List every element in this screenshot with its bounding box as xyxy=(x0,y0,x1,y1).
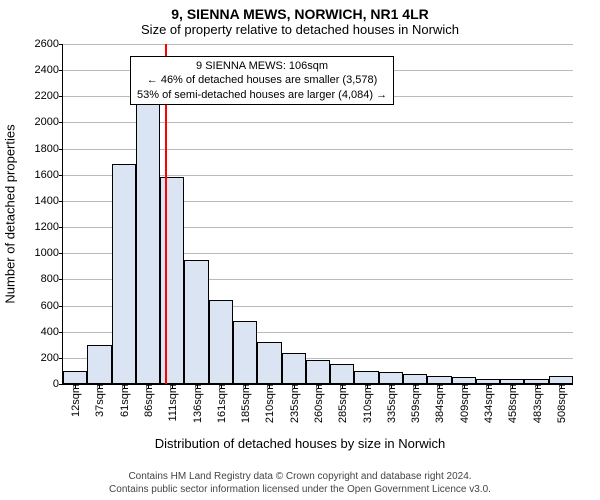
ytick-label: 1800 xyxy=(35,143,63,155)
xtick-label: 335sqm xyxy=(384,384,398,423)
histogram-bar xyxy=(136,96,160,384)
xtick-label: 458sqm xyxy=(505,384,519,423)
histogram-bar xyxy=(330,364,354,384)
ytick-label: 2000 xyxy=(35,116,63,128)
histogram-bar xyxy=(257,342,281,384)
histogram-bar xyxy=(63,371,87,384)
histogram-bar xyxy=(209,300,233,384)
histogram-bar xyxy=(184,260,208,384)
xtick-label: 384sqm xyxy=(432,384,446,423)
annotation-line-3: 53% of semi-detached houses are larger (… xyxy=(137,88,387,102)
xtick-label: 210sqm xyxy=(262,384,276,423)
ytick-label: 2200 xyxy=(35,90,63,102)
histogram-bar xyxy=(306,360,330,384)
annotation-line-1: 9 SIENNA MEWS: 106sqm xyxy=(137,59,387,73)
histogram-bar xyxy=(282,353,306,384)
ytick-label: 1600 xyxy=(35,169,63,181)
credits: Contains HM Land Registry data © Crown c… xyxy=(0,471,600,496)
ytick-label: 2400 xyxy=(35,64,63,76)
xtick-label: 12sqm xyxy=(68,384,82,417)
histogram-bar xyxy=(233,321,257,384)
xtick-label: 260sqm xyxy=(311,384,325,423)
ytick-label: 2600 xyxy=(35,38,63,50)
xtick-label: 111sqm xyxy=(165,384,179,422)
y-axis-label: Number of detached properties xyxy=(3,124,18,303)
ytick-label: 1400 xyxy=(35,195,63,207)
histogram-bar xyxy=(427,376,451,384)
ytick-label: 600 xyxy=(41,300,63,312)
annotation-box: 9 SIENNA MEWS: 106sqm ← 46% of detached … xyxy=(130,56,394,105)
xtick-label: 434sqm xyxy=(481,384,495,423)
histogram-bar xyxy=(403,374,427,384)
histogram-bar xyxy=(112,164,136,384)
chart-title: 9, SIENNA MEWS, NORWICH, NR1 4LR xyxy=(0,0,600,22)
ytick-label: 800 xyxy=(41,273,63,285)
xtick-label: 409sqm xyxy=(457,384,471,423)
histogram-bar xyxy=(549,376,573,384)
xtick-label: 37sqm xyxy=(92,384,106,417)
credits-line-1: Contains HM Land Registry data © Crown c… xyxy=(0,471,600,484)
credits-line-2: Contains public sector information licen… xyxy=(0,484,600,497)
xtick-label: 310sqm xyxy=(360,384,374,423)
xtick-label: 359sqm xyxy=(408,384,422,423)
ytick-label: 1000 xyxy=(35,247,63,259)
xtick-label: 483sqm xyxy=(530,384,544,423)
xtick-label: 61sqm xyxy=(117,384,131,417)
histogram-bar xyxy=(379,372,403,384)
ytick-label: 200 xyxy=(41,352,63,364)
xtick-label: 508sqm xyxy=(554,384,568,423)
histogram-bar xyxy=(160,177,184,384)
xtick-label: 86sqm xyxy=(141,384,155,417)
xtick-label: 185sqm xyxy=(238,384,252,423)
xtick-label: 235sqm xyxy=(287,384,301,423)
xtick-label: 161sqm xyxy=(214,384,228,423)
gridline xyxy=(63,44,573,45)
histogram-bar xyxy=(354,371,378,384)
ytick-label: 400 xyxy=(41,326,63,338)
ytick-label: 1200 xyxy=(35,221,63,233)
annotation-line-2: ← 46% of detached houses are smaller (3,… xyxy=(137,73,387,87)
xtick-label: 285sqm xyxy=(335,384,349,423)
xtick-label: 136sqm xyxy=(190,384,204,423)
ytick-label: 0 xyxy=(53,378,63,390)
x-axis-label: Distribution of detached houses by size … xyxy=(0,436,600,451)
chart-subtitle: Size of property relative to detached ho… xyxy=(0,22,600,37)
histogram-bar xyxy=(87,345,111,384)
